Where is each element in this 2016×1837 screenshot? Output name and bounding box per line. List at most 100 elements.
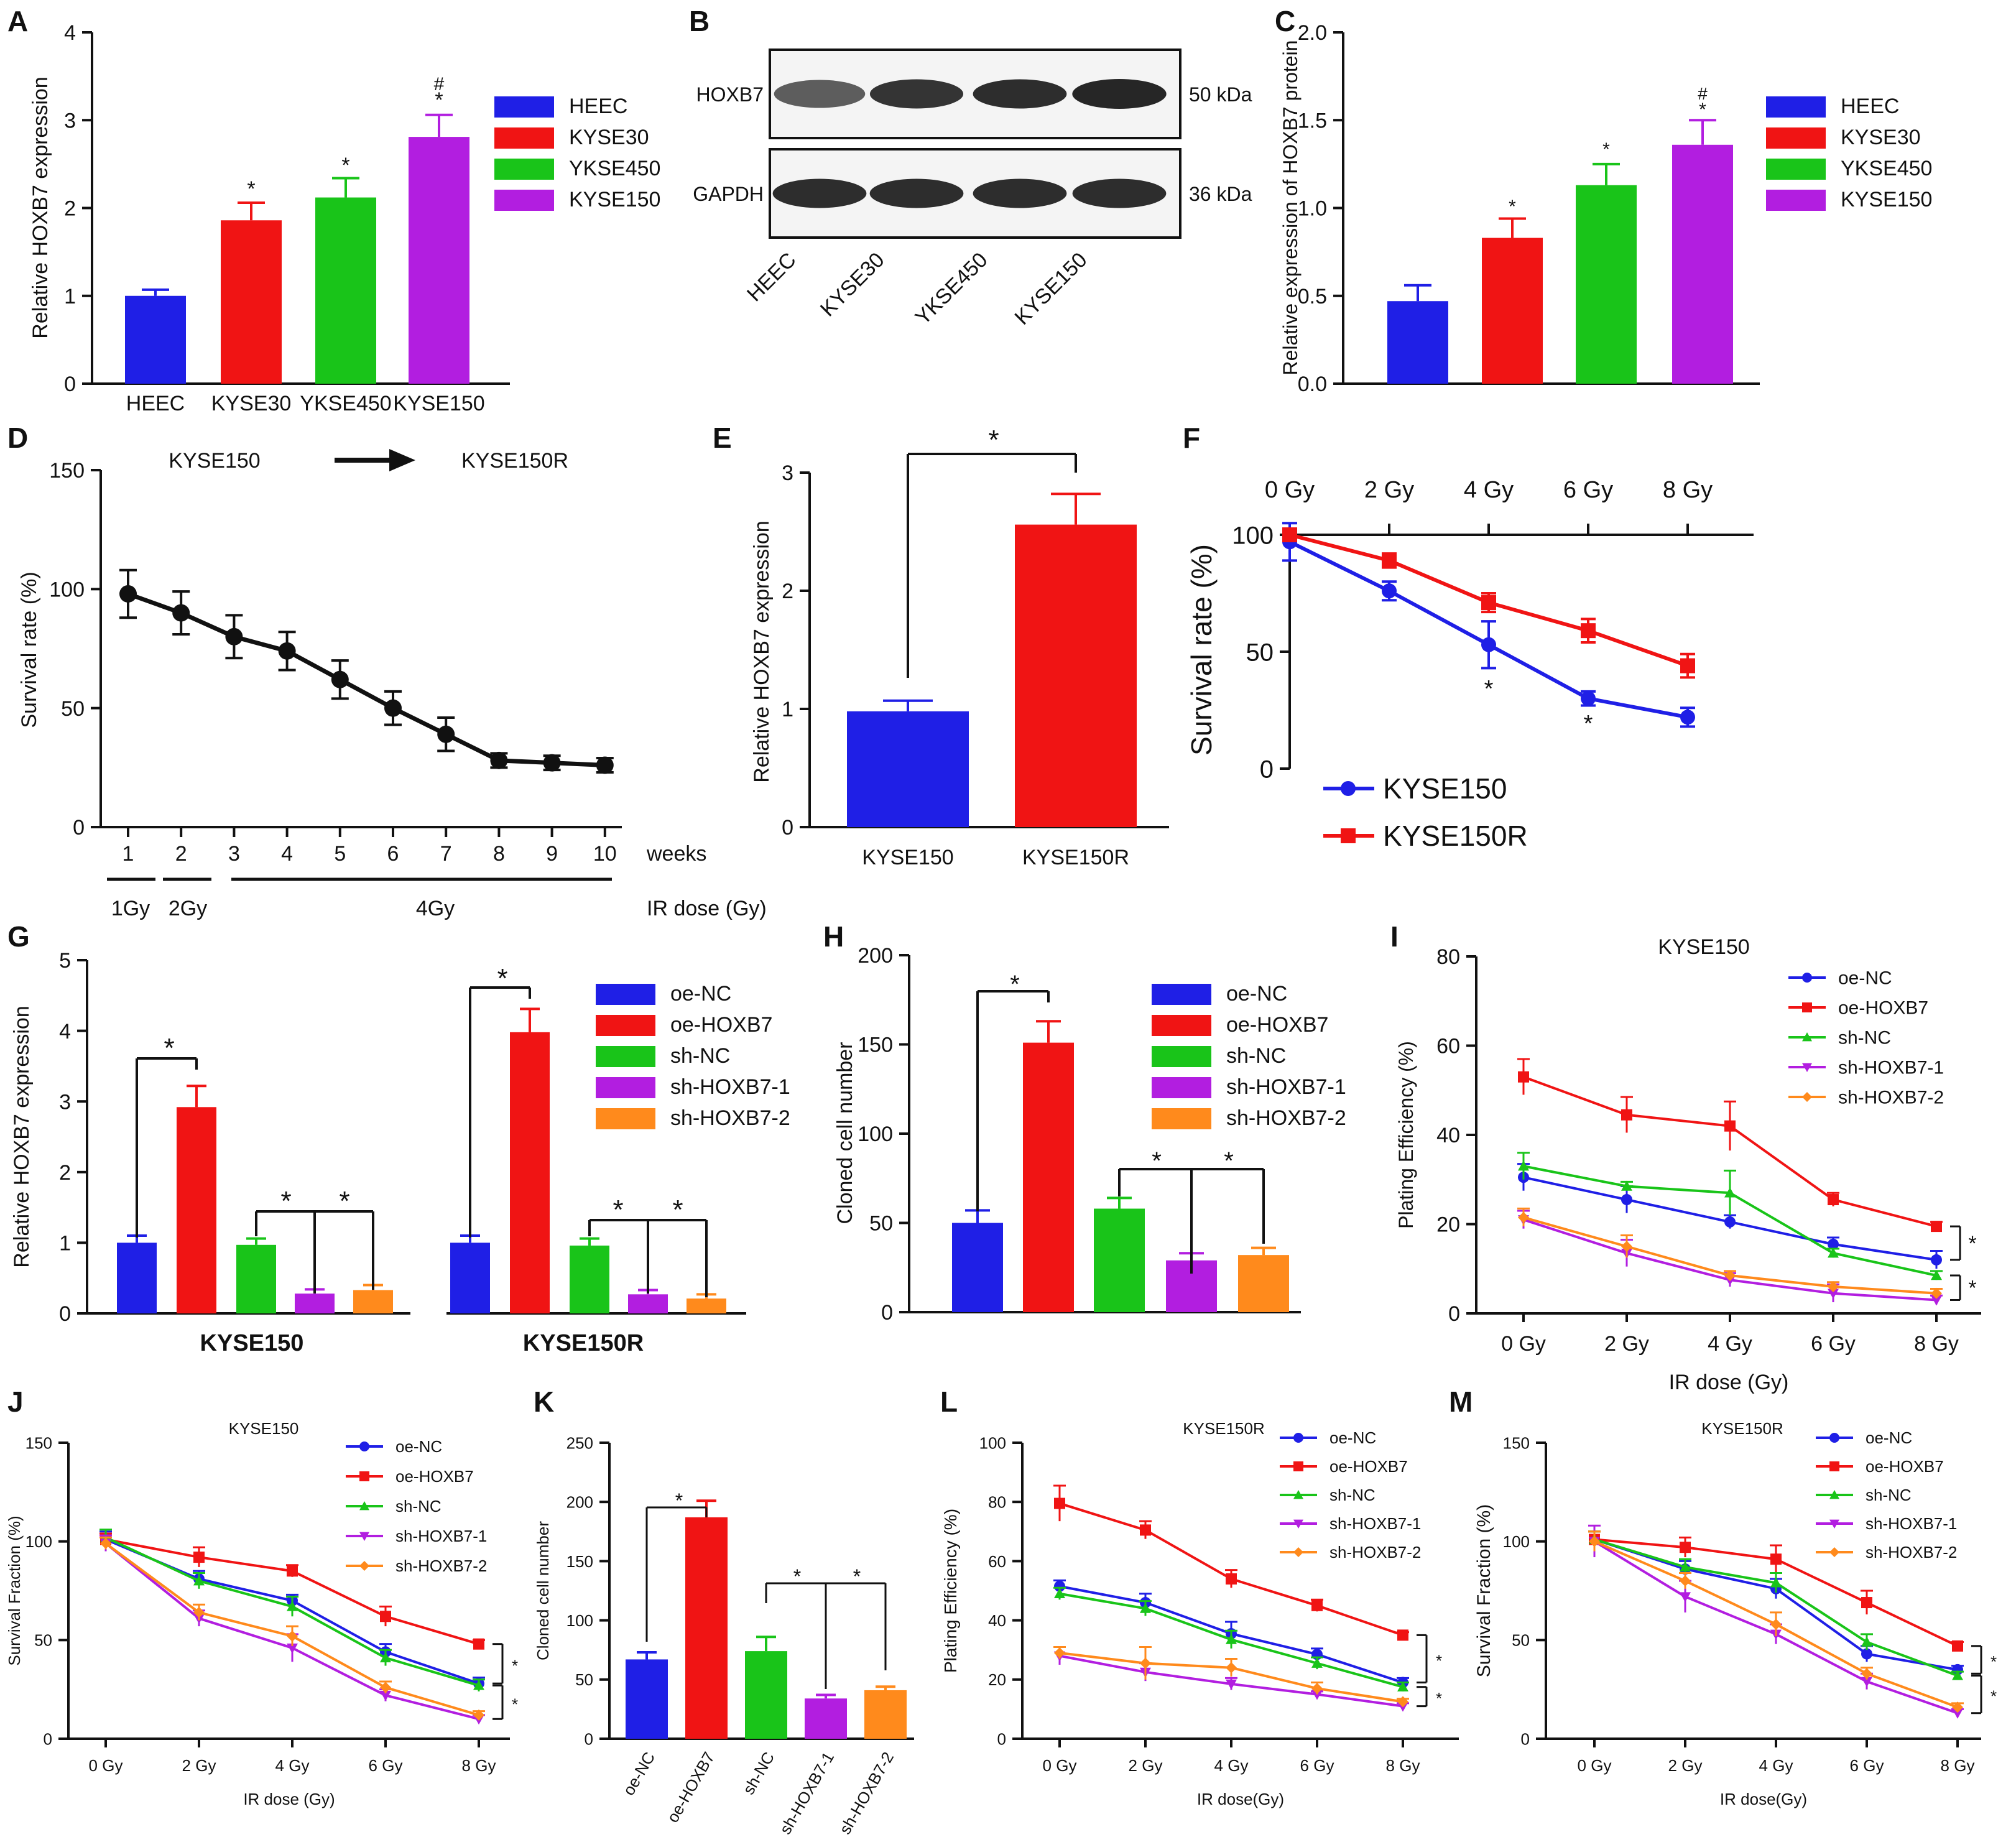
significance-star: *: [793, 1565, 801, 1588]
data-point: [1226, 1679, 1237, 1690]
data-point: [1589, 1535, 1600, 1547]
x-axis-label: IR dose(Gy): [1197, 1790, 1284, 1808]
y-tick-label: 1.5: [1298, 109, 1327, 132]
significance-star: *: [1991, 1652, 1997, 1671]
data-point: [287, 1601, 298, 1611]
significance-star: *: [512, 1656, 518, 1675]
legend-label: oe-HOXB7: [670, 1013, 772, 1037]
bar: [295, 1293, 335, 1313]
dose-label: 4Gy: [416, 897, 455, 920]
bar: [745, 1651, 787, 1739]
legend-label: oe-HOXB7: [1226, 1013, 1328, 1037]
x-tick-label: 2 Gy: [1668, 1756, 1703, 1775]
data-point: [473, 1638, 484, 1650]
y-axis-label: Relative expression of HOXB7 protein: [1279, 40, 1302, 376]
y-tick-label: 150: [858, 1034, 893, 1057]
band-size-label: 50 kDa: [1189, 83, 1252, 106]
data-point: [1680, 1561, 1691, 1572]
y-tick-label: 1.0: [1298, 197, 1327, 221]
data-point: [1829, 1490, 1839, 1499]
bar: [628, 1294, 668, 1313]
panel-h: 0 50 100 150 200 Cloned cell number * * * oe-NC oe…: [833, 944, 1346, 1325]
y-tick-label: 0: [44, 1729, 52, 1748]
data-point: [359, 1561, 369, 1571]
x-tick-label: 4 Gy: [1708, 1332, 1752, 1356]
data-point: [1931, 1254, 1942, 1266]
panel-label: A: [7, 5, 28, 37]
data-point: [1724, 1270, 1736, 1282]
x-tick-label: 6 Gy: [1563, 477, 1613, 503]
y-tick-label: 1: [59, 1232, 71, 1256]
bar: [177, 1107, 216, 1313]
blot-band: [869, 79, 964, 109]
y-tick-label: 0: [59, 1302, 71, 1326]
data-point: [359, 1532, 369, 1541]
data-point: [1861, 1648, 1872, 1660]
y-tick-label: 250: [566, 1433, 593, 1452]
legend-swatch: [494, 96, 554, 118]
blot-band: [869, 178, 964, 208]
legend-label: sh-HOXB7-1: [1866, 1514, 1957, 1533]
legend-swatch: [494, 159, 554, 180]
x-tick-label: 6: [387, 842, 399, 866]
data-point: [473, 1709, 484, 1721]
panel-i: 0 20 40 60 80 Plating Efficiency (%) 0 Gy 2 Gy 4…: [1395, 935, 1981, 1394]
data-point: [1226, 1634, 1237, 1644]
significance-star: *: [497, 963, 507, 994]
x-tick-label: 2 Gy: [1364, 477, 1414, 503]
blot-band: [973, 79, 1067, 109]
legend-swatch: [596, 1015, 655, 1036]
legend-label: sh-HOXB7-2: [1866, 1543, 1957, 1562]
bar: [1576, 185, 1637, 384]
data-point: [1829, 1519, 1839, 1529]
x-tick-label: 6 Gy: [369, 1756, 403, 1775]
panel-label: J: [7, 1386, 24, 1418]
data-point: [1311, 1683, 1323, 1695]
x-tick-label: 4: [281, 842, 293, 866]
y-tick-label: 2: [59, 1161, 71, 1185]
data-point: [1311, 1690, 1323, 1700]
bar: [221, 220, 282, 384]
panel-label: G: [7, 920, 30, 953]
data-point: [359, 1441, 369, 1451]
data-point: [1931, 1270, 1942, 1280]
y-tick-label: 200: [566, 1493, 593, 1512]
data-point: [359, 1501, 369, 1511]
y-tick-label: 20: [988, 1670, 1006, 1689]
legend-label: KYSE150: [569, 188, 660, 211]
x-tick-label: 3: [228, 842, 240, 866]
data-point: [1802, 1032, 1812, 1042]
y-tick-label: 0.5: [1298, 285, 1327, 308]
significance-star: *: [1436, 1651, 1442, 1670]
legend-swatch: [1152, 1015, 1211, 1036]
significance-star: *: [1484, 676, 1494, 702]
y-tick-label: 60: [988, 1552, 1006, 1571]
data-point: [1829, 1547, 1839, 1557]
data-point: [1397, 1681, 1408, 1691]
y-tick-label: 100: [858, 1122, 893, 1146]
x-tick-label: 0 Gy: [1501, 1332, 1546, 1356]
data-point: [1226, 1573, 1237, 1585]
data-point: [1397, 1629, 1408, 1641]
legend-swatch: [596, 1108, 655, 1129]
panel-l: 0 20 40 60 80 100 Plating Efficiency (%) 0 Gy 2 …: [941, 1419, 1459, 1808]
data-point: [1828, 1238, 1839, 1250]
x-tick-label: 2: [175, 842, 187, 866]
x-tick-label: 9: [546, 842, 558, 866]
significance-star: *: [1224, 1147, 1234, 1175]
data-point: [1481, 595, 1496, 611]
significance-hash: #: [1698, 84, 1708, 103]
y-axis-label: Survival Fraction (%): [5, 1515, 24, 1665]
y-tick-label: 100: [49, 578, 85, 602]
x-tick-label: 4 Gy: [1214, 1756, 1249, 1775]
band-size-label: 36 kDa: [1189, 183, 1252, 205]
panel-d: 0 50 100 150 Survival rate (%) 1 2 3 4 5 6 7 8 9 10 wee…: [17, 449, 767, 920]
significance-star: *: [1152, 1147, 1162, 1175]
blot-band: [1072, 79, 1167, 109]
y-tick-label: 0: [1448, 1302, 1460, 1326]
bar: [1238, 1255, 1289, 1312]
y-tick-label: 0: [73, 816, 85, 840]
data-point: [1861, 1677, 1872, 1687]
legend-label: sh-HOXB7-1: [1838, 1058, 1944, 1078]
legend-label: oe-HOXB7: [1838, 998, 1928, 1019]
